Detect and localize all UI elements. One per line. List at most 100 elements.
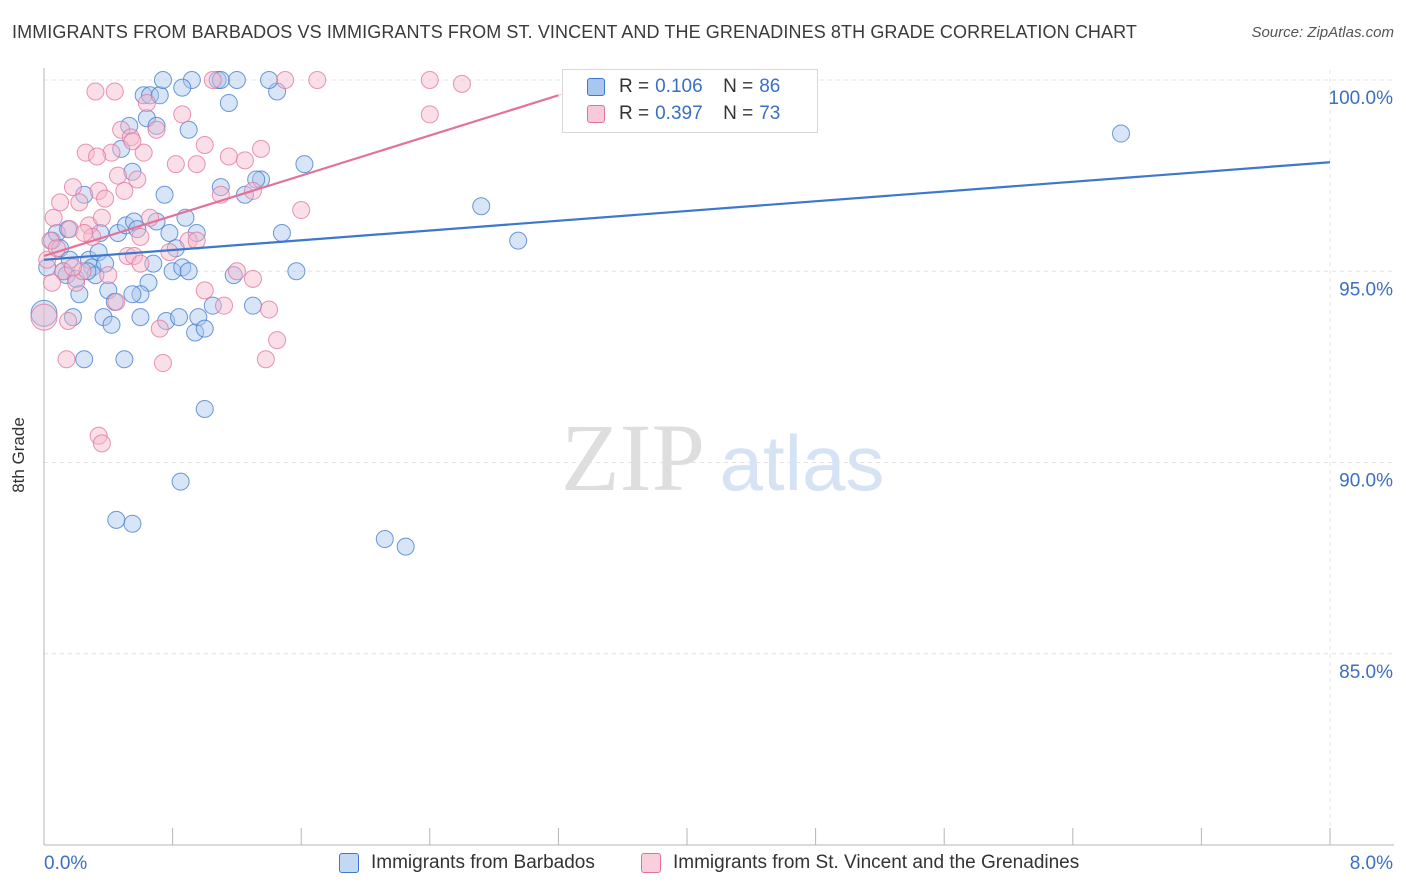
point-st-vincent: [76, 143, 95, 162]
point-barbados: [147, 116, 166, 135]
point-st-vincent: [73, 262, 92, 281]
point-st-vincent: [219, 147, 238, 166]
point-st-vincent: [70, 193, 89, 212]
point-st-vincent: [153, 354, 172, 373]
point-barbados: [115, 350, 134, 369]
point-st-vincent: [102, 143, 121, 162]
point-barbados: [260, 71, 279, 89]
point-st-vincent: [54, 262, 73, 281]
point-st-vincent: [92, 434, 111, 453]
point-st-vincent: [134, 143, 153, 162]
point-barbados: [179, 120, 198, 139]
point-st-vincent: [51, 193, 70, 212]
point-barbados: [189, 308, 208, 327]
point-barbados: [272, 224, 291, 242]
legend-n-value: 73: [759, 103, 781, 124]
point-barbados: [219, 93, 238, 112]
point-barbados: [102, 315, 121, 334]
point-st-vincent: [112, 120, 131, 139]
point-barbados: [1112, 124, 1131, 143]
point-st-vincent: [243, 269, 262, 288]
point-st-vincent: [131, 227, 150, 246]
point-barbados: [173, 78, 192, 97]
point-barbados: [131, 308, 150, 327]
point-st-vincent: [63, 258, 82, 277]
tick-labels: 100.0% 95.0% 90.0% 85.0% 0.0% 8.0%: [44, 88, 1393, 874]
point-barbados: [182, 71, 201, 89]
watermark: ZIP atlas: [561, 404, 884, 511]
point-barbados: [107, 510, 126, 529]
legend-r-value: 0.397: [655, 103, 703, 124]
point-barbados: [179, 262, 198, 281]
point-st-vincent: [420, 71, 439, 89]
point-st-vincent: [268, 331, 287, 350]
point-st-vincent: [147, 120, 166, 139]
point-st-vincent: [59, 311, 78, 330]
point-st-vincent: [187, 231, 206, 250]
legend-box: R = 0.106 N = 86 R = 0.397 N = 73: [562, 69, 818, 133]
point-st-vincent: [260, 300, 279, 319]
trend-line-barbados: [43, 161, 1331, 261]
axes: [43, 68, 1394, 846]
point-barbados: [186, 323, 205, 342]
point-st-vincent: [215, 296, 234, 315]
bottom-legend-st-vincent: Immigrants from St. Vincent and the Gren…: [641, 852, 1079, 874]
point-st-vincent: [108, 166, 127, 185]
point-st-vincent: [292, 201, 311, 220]
point-st-vincent: [63, 178, 82, 197]
bottom-legend-label-barbados: Immigrants from Barbados: [371, 852, 595, 873]
point-barbados: [227, 71, 246, 89]
point-barbados: [163, 262, 182, 281]
point-barbados: [295, 155, 314, 174]
point-st-vincent: [308, 71, 327, 89]
point-st-vincent: [128, 170, 147, 189]
legend-n-label: N =: [723, 76, 754, 97]
bottom-legend: Immigrants from Barbados Immigrants from…: [0, 852, 1406, 876]
point-st-vincent: [160, 243, 179, 262]
x-tick-label-max: 8.0%: [1350, 853, 1393, 874]
legend-n-label: N =: [723, 103, 754, 124]
point-barbados: [171, 472, 190, 491]
point-barbados: [247, 170, 266, 189]
point-barbados: [123, 285, 142, 304]
point-st-vincent: [41, 231, 60, 250]
point-st-vincent: [105, 82, 124, 101]
y-tick-label: 100.0%: [1329, 88, 1394, 109]
point-st-vincent: [131, 254, 150, 273]
point-st-vincent: [44, 208, 63, 227]
y-tick-label: 95.0%: [1339, 279, 1393, 300]
point-st-vincent: [276, 71, 295, 89]
point-st-vincent: [166, 155, 185, 174]
point-barbados: [396, 537, 415, 556]
point-barbados: [509, 231, 528, 250]
bottom-legend-swatch-pink: [641, 853, 661, 873]
legend-row-barbados: R = 0.106 N = 86: [587, 74, 780, 100]
point-st-vincent: [123, 132, 142, 151]
point-barbados: [144, 254, 163, 273]
point-st-vincent: [150, 319, 169, 338]
point-barbados: [375, 530, 394, 548]
bottom-legend-swatch-blue: [339, 853, 359, 873]
point-st-vincent: [99, 266, 118, 285]
point-barbados: [243, 296, 262, 315]
point-st-vincent: [43, 273, 62, 292]
point-barbados: [170, 308, 189, 327]
point-st-vincent: [96, 189, 115, 208]
watermark-zip: ZIP: [561, 404, 705, 511]
point-st-vincent: [107, 292, 126, 311]
watermark-atlas: atlas: [720, 419, 885, 507]
trend-line-st-vincent: [43, 94, 559, 257]
point-st-vincent: [187, 155, 206, 174]
point-st-vincent: [30, 303, 58, 331]
point-barbados: [155, 185, 174, 204]
source-credit: Source: ZipAtlas.com: [1251, 24, 1394, 41]
legend-row-st-vincent: R = 0.397 N = 73: [587, 101, 780, 127]
y-tick-label: 90.0%: [1339, 471, 1393, 492]
point-st-vincent: [92, 208, 111, 227]
point-barbados: [123, 514, 142, 533]
point-st-vincent: [67, 273, 86, 292]
legend-n-value: 86: [759, 76, 781, 97]
point-barbados: [30, 299, 58, 327]
point-st-vincent: [75, 224, 94, 242]
